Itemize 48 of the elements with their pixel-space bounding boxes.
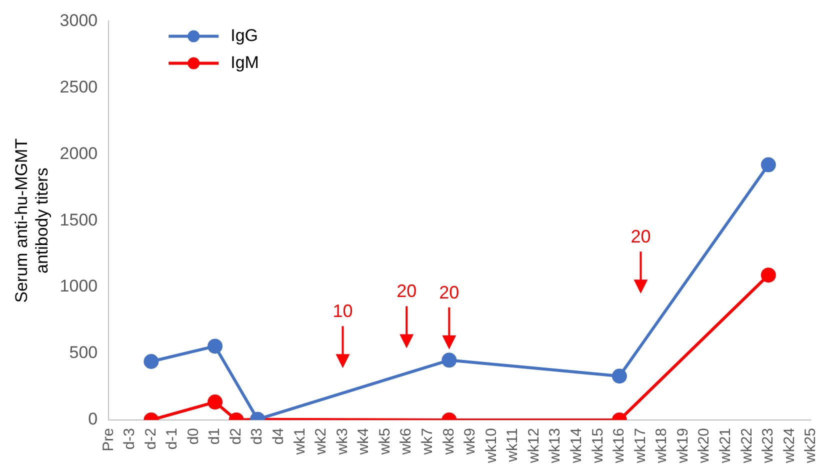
x-tick-label: wk14 — [568, 428, 586, 464]
y-tick-label: 3000 — [60, 10, 98, 30]
x-tick-label: wk11 — [504, 428, 522, 463]
legend-label: IgM — [230, 52, 259, 72]
x-tick-label: wk6 — [398, 428, 415, 456]
x-tick-label: wk17 — [632, 428, 649, 464]
y-tick-label: 500 — [69, 343, 98, 362]
annotation: 20 — [439, 282, 460, 302]
x-tick-label: wk1 — [291, 428, 308, 456]
x-tick-label: d0 — [184, 428, 202, 445]
x-tick-label: d3 — [248, 428, 266, 445]
x-tick-label: wk20 — [696, 428, 713, 464]
x-tick-label: d2 — [227, 428, 244, 445]
x-tick-label: wk15 — [589, 428, 606, 464]
x-tick-label: wk4 — [355, 428, 372, 456]
y-tick-label: 1500 — [60, 210, 98, 230]
x-tick-label: d-1 — [164, 428, 181, 450]
x-tick-label: wk7 — [419, 428, 436, 456]
x-tick-label: wk23 — [760, 428, 777, 464]
x-tick-label: wk19 — [674, 428, 692, 464]
x-tick-label: wk18 — [653, 428, 670, 464]
x-tick-label: wk13 — [546, 428, 564, 464]
x-tick-label: wk16 — [610, 428, 628, 464]
y-axis-title: Serum anti-hu-MGMT antibody titers — [12, 138, 52, 303]
x-tick-label: wk12 — [525, 428, 542, 464]
x-tick-label: wk3 — [334, 428, 351, 456]
y-tick-label: 0 — [88, 410, 98, 429]
x-tick-label: d1 — [206, 428, 224, 445]
x-tick-label: Pre — [100, 428, 117, 452]
x-tick-label: wk10 — [482, 428, 500, 464]
y-tick-label: 2000 — [60, 144, 98, 163]
x-tick-label: wk22 — [738, 428, 756, 464]
x-tick-label: wk2 — [312, 428, 330, 456]
annotation: 10 — [332, 301, 353, 322]
x-tick-label: d4 — [270, 428, 288, 445]
x-tick-label: wk9 — [462, 428, 479, 456]
x-tick-label: wk8 — [440, 428, 458, 456]
y-tick-label: 1000 — [60, 276, 98, 296]
x-tick-label: d-2 — [142, 428, 160, 450]
x-tick-label: wk21 — [717, 428, 734, 464]
legend-label: IgG — [230, 26, 258, 45]
x-tick-label: wk24 — [780, 428, 798, 464]
annotation: 20 — [396, 281, 417, 302]
annotation: 20 — [630, 226, 651, 247]
x-tick-label: d-3 — [121, 428, 138, 450]
y-tick-label: 2500 — [60, 77, 98, 96]
x-tick-label: wk25 — [802, 428, 820, 464]
x-tick-label: wk5 — [376, 428, 394, 456]
